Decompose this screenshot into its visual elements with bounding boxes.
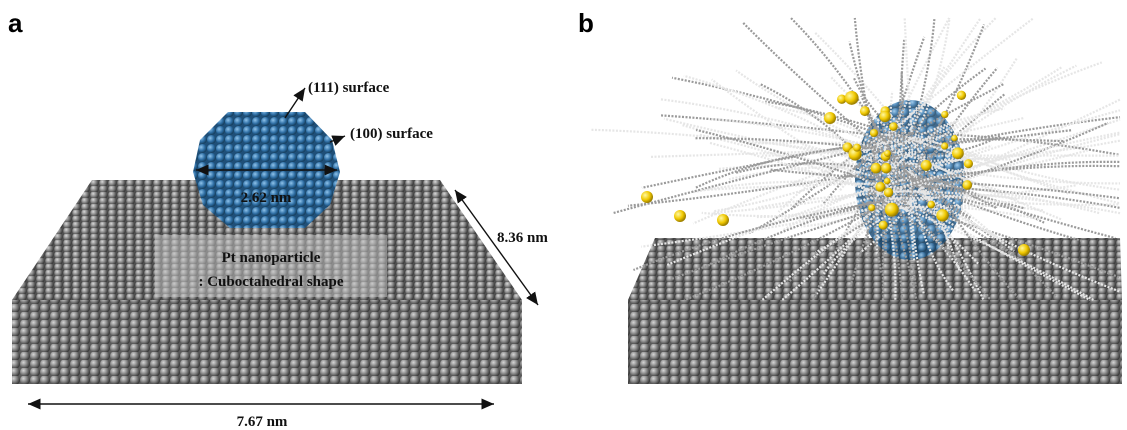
sulfur-atom [879, 221, 888, 230]
sulfur-atom [889, 122, 898, 131]
sulfur-atom [853, 144, 861, 152]
sulfur-atom [845, 91, 859, 105]
label: 8.36 nm [497, 230, 548, 246]
sulfur-atom [871, 163, 882, 174]
sulfur-atom [885, 203, 899, 217]
sulfur-atom [936, 209, 948, 221]
sulfur-atom [824, 112, 836, 124]
sulfur-atom [884, 188, 893, 197]
sulfur-atom [868, 204, 875, 211]
sulfur-atom [941, 111, 948, 118]
arrow [330, 136, 345, 142]
sulfur-atom [875, 182, 885, 192]
label: : Cuboctahedral shape [198, 274, 343, 290]
sulfur-atom [957, 91, 966, 100]
sulfur-atom [962, 180, 972, 190]
sulfur-atom [860, 106, 870, 116]
label: Pt nanoparticle [222, 250, 321, 266]
sulfur-atom [951, 135, 958, 142]
sulfur-atom [941, 142, 948, 149]
sulfur-atom [952, 147, 964, 159]
sulfur-atom [717, 214, 729, 226]
figure: a (111) surface (100) surface 2.62 nm Pt… [0, 0, 1127, 430]
sulfur-atom [674, 210, 686, 222]
label: 2.62 nm [241, 190, 292, 206]
label: (100) surface [350, 126, 433, 142]
sulfur-atom [884, 178, 891, 185]
sulfur-atom [921, 160, 932, 171]
graphite-slab [628, 238, 1122, 384]
sulfur-atom [1018, 244, 1030, 256]
label: 7.67 nm [237, 414, 288, 430]
sulfur-atom [881, 163, 891, 173]
sulfur-atom [884, 150, 891, 157]
sulfur-atom [964, 159, 973, 168]
ligand-chain [742, 22, 870, 140]
panel-letter: b [578, 8, 594, 38]
sulfur-atom [870, 129, 878, 137]
panel-letter: a [8, 8, 23, 38]
sulfur-atom [879, 111, 890, 122]
sulfur-atom [641, 191, 653, 203]
sulfur-atom [927, 201, 935, 209]
label: (111) surface [308, 80, 390, 96]
